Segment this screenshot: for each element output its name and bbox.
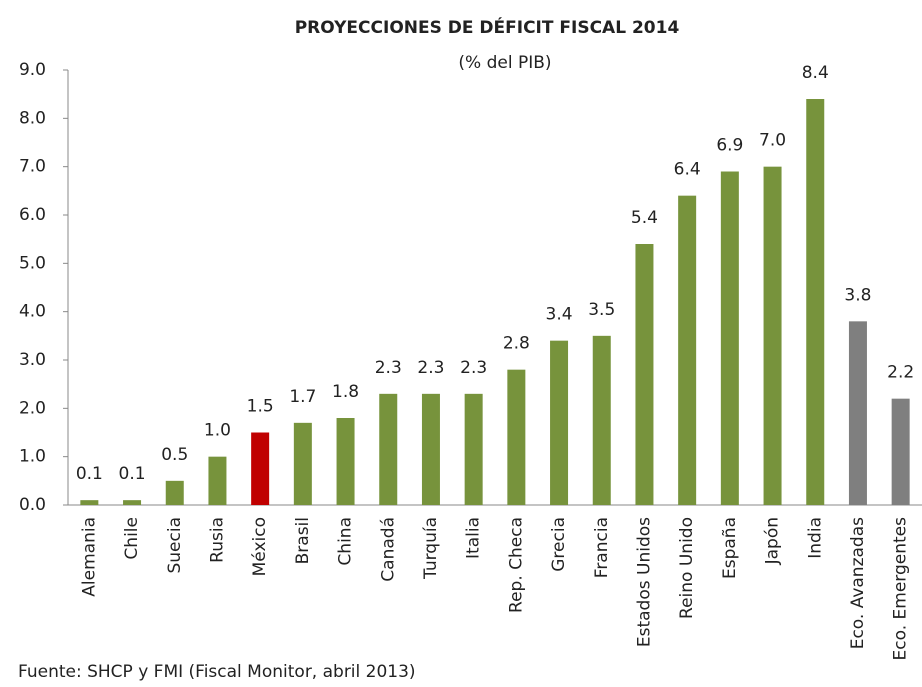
- bar: [550, 340, 569, 505]
- x-tick-label: Francia: [592, 517, 612, 578]
- y-tick-label: 5.0: [19, 253, 46, 273]
- data-label: 1.8: [332, 382, 359, 402]
- bar: [293, 422, 312, 505]
- x-tick-label: Brasil: [293, 517, 313, 564]
- data-label: 3.8: [844, 285, 871, 305]
- bar: [806, 99, 825, 505]
- bar: [123, 500, 142, 505]
- x-tick-label: Italia: [464, 517, 484, 559]
- y-tick-label: 1.0: [19, 447, 46, 467]
- data-label: 3.4: [546, 305, 573, 325]
- x-tick-label: Canadá: [378, 517, 398, 582]
- data-label: 3.5: [588, 300, 615, 320]
- x-tick-label: México: [250, 517, 270, 576]
- x-tick-label: Japón: [763, 517, 783, 565]
- x-tick-label: España: [720, 517, 740, 579]
- bar: [251, 432, 270, 505]
- data-label: 6.9: [716, 136, 743, 156]
- data-label: 1.7: [289, 387, 316, 407]
- data-label: 7.0: [759, 131, 786, 151]
- y-tick-label: 3.0: [19, 350, 46, 370]
- x-tick-label: India: [805, 517, 825, 559]
- data-label: 5.4: [631, 208, 658, 228]
- data-label: 0.1: [119, 464, 146, 484]
- x-tick-label: Grecia: [549, 517, 569, 572]
- chart-subtitle: (% del PIB): [458, 53, 551, 73]
- x-tick-label: Suecia: [165, 517, 185, 574]
- bar: [763, 166, 782, 505]
- data-label: 0.5: [161, 445, 188, 465]
- data-label: 2.2: [887, 363, 914, 383]
- bar: [379, 393, 398, 505]
- bar: [592, 335, 611, 505]
- x-tick-label: Estados Unidos: [634, 517, 654, 647]
- data-label: 1.0: [204, 421, 231, 441]
- y-tick-label: 7.0: [19, 157, 46, 177]
- chart-title: PROYECCIONES DE DÉFICIT FISCAL 2014: [295, 16, 680, 38]
- bar: [507, 369, 526, 505]
- bar: [208, 456, 227, 505]
- y-tick-label: 2.0: [19, 398, 46, 418]
- y-tick-label: 0.0: [19, 495, 46, 515]
- x-tick-label: Eco. Emergentes: [891, 517, 911, 661]
- bar: [635, 244, 654, 505]
- bar: [421, 393, 440, 505]
- data-label: 2.3: [417, 358, 444, 378]
- data-label: 8.4: [802, 63, 829, 83]
- y-tick-label: 6.0: [19, 205, 46, 225]
- y-tick-label: 8.0: [19, 108, 46, 128]
- x-tick-label: Rusia: [207, 517, 227, 563]
- bar: [848, 321, 867, 505]
- y-tick-label: 4.0: [19, 302, 46, 322]
- x-tick-label: Chile: [122, 517, 142, 560]
- data-label: 1.5: [247, 397, 274, 417]
- x-tick-label: Alemania: [79, 517, 99, 597]
- data-label: 2.3: [460, 358, 487, 378]
- bar: [336, 418, 355, 505]
- bar: [80, 500, 99, 505]
- data-label: 2.3: [375, 358, 402, 378]
- x-tick-label: Eco. Avanzadas: [848, 517, 868, 649]
- bar: [891, 398, 910, 505]
- x-tick-label: Rep. Checa: [506, 517, 526, 613]
- bar: [678, 195, 697, 505]
- data-label: 2.8: [503, 334, 530, 354]
- x-tick-label: Turquía: [421, 517, 441, 580]
- x-tick-label: Reino Unido: [677, 517, 697, 619]
- data-label: 0.1: [76, 464, 103, 484]
- bar: [720, 171, 739, 505]
- y-tick-label: 9.0: [19, 60, 46, 80]
- data-label: 6.4: [674, 160, 701, 180]
- source-note: Fuente: SHCP y FMI (Fiscal Monitor, abri…: [18, 662, 416, 682]
- x-tick-label: China: [336, 517, 356, 566]
- bar: [165, 480, 184, 505]
- bar: [464, 393, 483, 505]
